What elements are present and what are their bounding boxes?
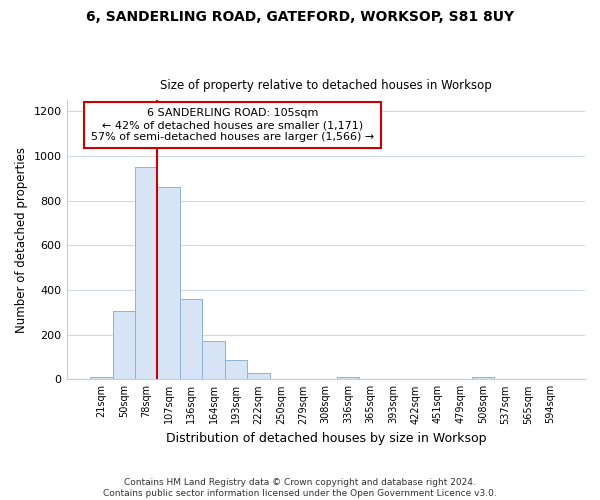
X-axis label: Distribution of detached houses by size in Worksop: Distribution of detached houses by size … xyxy=(166,432,486,445)
Text: Contains HM Land Registry data © Crown copyright and database right 2024.
Contai: Contains HM Land Registry data © Crown c… xyxy=(103,478,497,498)
Title: Size of property relative to detached houses in Worksop: Size of property relative to detached ho… xyxy=(160,79,491,92)
Bar xyxy=(90,376,113,380)
Bar xyxy=(180,300,202,380)
Bar xyxy=(472,376,494,380)
Bar xyxy=(337,376,359,380)
Bar xyxy=(135,167,157,380)
Text: 6, SANDERLING ROAD, GATEFORD, WORKSOP, S81 8UY: 6, SANDERLING ROAD, GATEFORD, WORKSOP, S… xyxy=(86,10,514,24)
Bar xyxy=(225,360,247,380)
Bar xyxy=(202,341,225,380)
Bar xyxy=(157,187,180,380)
Bar xyxy=(113,311,135,380)
Y-axis label: Number of detached properties: Number of detached properties xyxy=(15,146,28,332)
Bar xyxy=(247,372,269,380)
Text: 6 SANDERLING ROAD: 105sqm
← 42% of detached houses are smaller (1,171)
57% of se: 6 SANDERLING ROAD: 105sqm ← 42% of detac… xyxy=(91,108,374,142)
